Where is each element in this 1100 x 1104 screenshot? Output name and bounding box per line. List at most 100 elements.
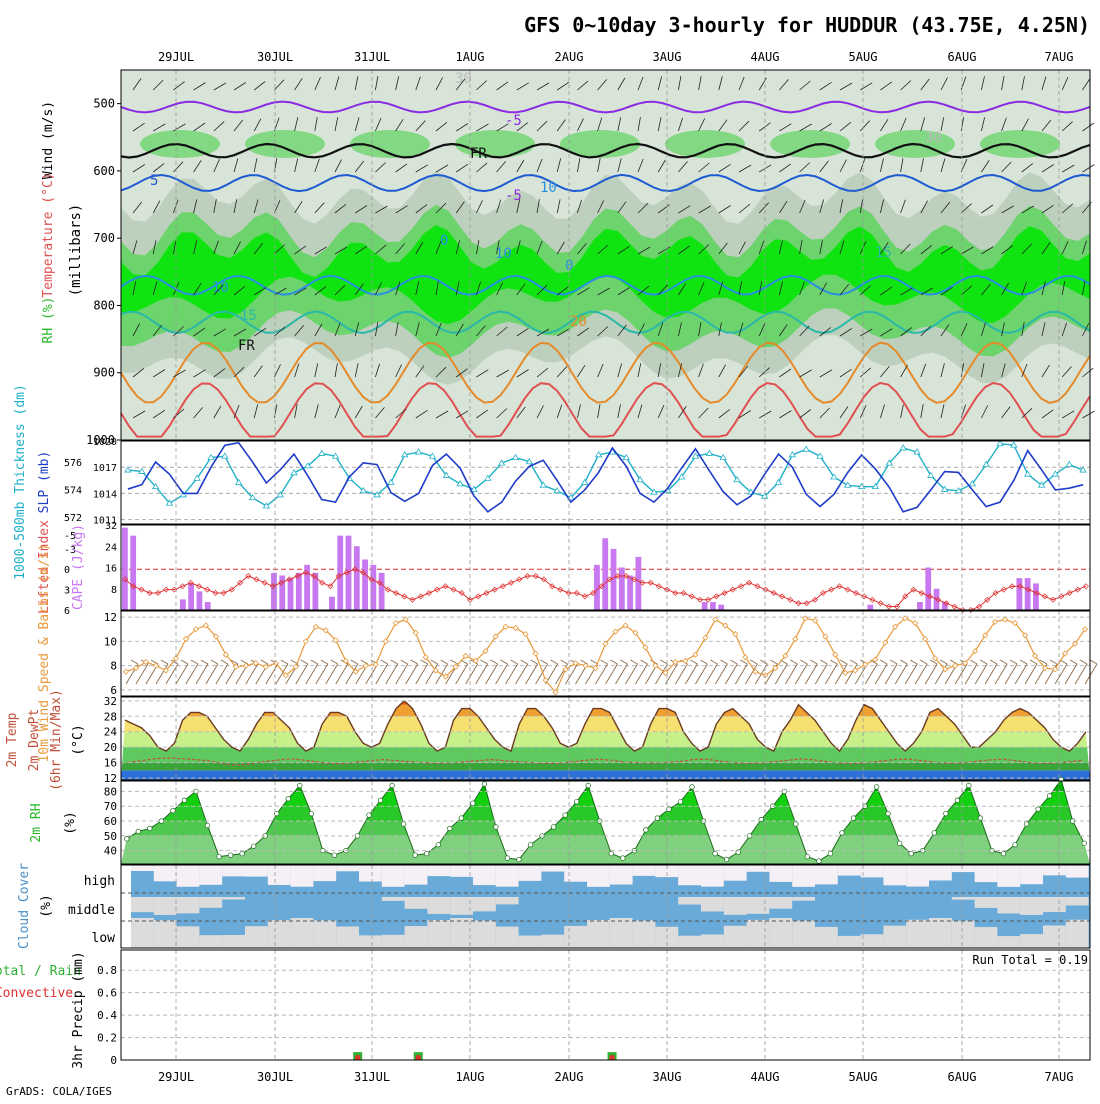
wind-barb-10m (635, 663, 648, 685)
wind-barb-10m (625, 663, 638, 685)
wind-barb (395, 364, 403, 378)
cloud-high-block (404, 865, 428, 885)
wind-barb-10m-flag (720, 659, 728, 665)
wind-barb (1021, 363, 1028, 378)
wind-barb (334, 203, 347, 214)
cloud-low-block (746, 919, 770, 948)
wind-barb-10m (205, 663, 219, 685)
wind-speed-point (592, 665, 599, 672)
wind-barb (819, 282, 827, 296)
wind-barb (577, 118, 584, 132)
thickness-point (553, 487, 561, 494)
wind-barb (173, 369, 186, 378)
wind-barb (294, 158, 299, 173)
isotherm-label: -5 (505, 188, 522, 204)
lifted-index-ytick-label: 0 (64, 565, 70, 576)
upper-frame (120, 69, 1091, 441)
wind-barb-10m (904, 663, 918, 685)
wind-barb (253, 365, 263, 378)
wind-speed-point (1051, 666, 1059, 673)
lifted-index-point (163, 586, 170, 593)
cloud-high-block (951, 865, 975, 873)
lifted-index-point (1025, 586, 1032, 593)
wind-speed-point (822, 633, 829, 640)
wind-barb (193, 160, 202, 173)
cloud-high-block (1065, 865, 1089, 878)
cloud-high-block (587, 865, 610, 887)
wind-barb-10m-flag (500, 659, 508, 665)
wind-barb (1082, 367, 1094, 378)
lifted-index-point (836, 583, 843, 590)
rh-point (977, 815, 984, 821)
lifted-index-point (179, 583, 186, 590)
x-tick-label-bottom: 4AUG (751, 1070, 780, 1084)
slp-ytick-label: 1014 (93, 489, 117, 500)
temp-frame (120, 696, 1091, 781)
thickness-ytick-label: 574 (64, 485, 82, 496)
wind-barb-10m-flag (850, 659, 858, 665)
lifted-index-point (902, 593, 909, 600)
rh-point (712, 850, 718, 857)
wind-barb (1061, 281, 1066, 296)
rh-point (216, 853, 222, 860)
wind-barb (637, 246, 651, 255)
wind-barb (395, 205, 408, 214)
rh-point (400, 821, 407, 827)
lifted-index-point (549, 583, 556, 590)
wind-barb (738, 410, 752, 419)
lifted-index-point (261, 579, 268, 586)
lifted-index-point (220, 590, 227, 596)
wind-barb (1041, 242, 1051, 255)
wind-barb-10m (1084, 663, 1098, 685)
wind-barb (617, 404, 621, 419)
wind-barb-10m (475, 663, 489, 685)
wind-barb-10m (1024, 663, 1038, 685)
x-tick-label-bottom: 1AUG (456, 1070, 485, 1084)
rh-point (424, 850, 430, 857)
cloud-low-block (245, 926, 268, 948)
cape-bar (635, 556, 642, 610)
wind-barb (819, 240, 823, 255)
cloud-high-block (313, 865, 337, 882)
lifted-index-point (795, 600, 802, 607)
cloud-middle-block (427, 897, 451, 914)
series-slp (127, 441, 1084, 513)
wind-barb (981, 204, 994, 214)
rh-point (550, 824, 557, 830)
cape-bar (295, 572, 302, 610)
wind-barb (839, 199, 844, 214)
wind-barb (678, 322, 682, 337)
wind-barb (354, 76, 359, 91)
lifted-index-point (598, 583, 605, 590)
lifted-index-point (1058, 593, 1065, 600)
thickness-point (968, 480, 977, 487)
wind-barb-10m-flag (280, 659, 289, 665)
lifted-index-point (146, 590, 153, 596)
lifted-index-point (335, 573, 342, 579)
temp-ytick-label: 32 (104, 695, 117, 708)
wind-barb (698, 322, 702, 337)
wind-barb-10m-flag (590, 659, 598, 665)
lifted-index-point (590, 590, 597, 596)
wind-barb-10m (834, 663, 848, 685)
wind-barb (637, 363, 642, 378)
ylabel-2m-dewpt: 2m DewPt (27, 709, 42, 772)
isotherm-label: 15 (875, 245, 892, 261)
wind-speed-point (212, 633, 219, 640)
wind-barb (415, 241, 424, 255)
wind-barb-10m (774, 663, 788, 685)
wind-barb (152, 79, 164, 91)
wind-barb (253, 242, 264, 255)
wind-speed-point (132, 665, 140, 672)
wind-barb (900, 80, 912, 91)
isotherm-label: 15 (240, 308, 257, 324)
wind-barb-10m-flag (180, 659, 189, 665)
wind-barb (859, 199, 864, 214)
wind-barb (294, 117, 299, 132)
lifted-index-point (1074, 586, 1081, 593)
wind-barb (738, 164, 752, 173)
wind-barb-10m (535, 663, 548, 685)
wind-barb (152, 163, 165, 173)
cloud-high-block (655, 865, 679, 878)
